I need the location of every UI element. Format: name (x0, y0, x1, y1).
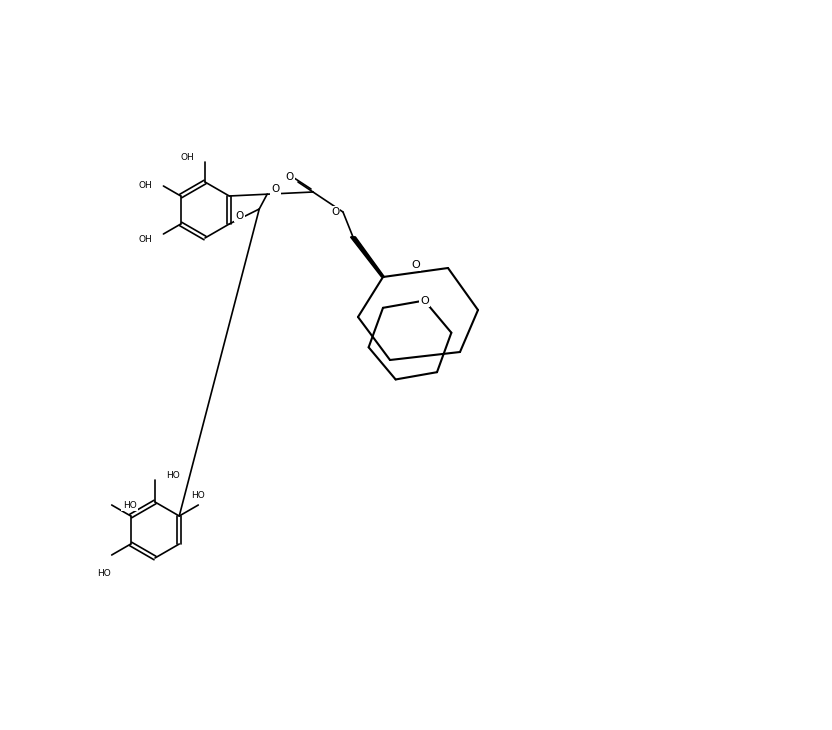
Text: HO: HO (191, 491, 206, 499)
Text: O: O (411, 259, 420, 269)
Polygon shape (350, 237, 384, 277)
Text: O: O (420, 296, 428, 306)
Text: OH: OH (139, 182, 152, 191)
Text: O: O (286, 172, 295, 182)
Text: O: O (271, 184, 280, 194)
Text: O: O (235, 211, 244, 221)
Text: OH: OH (139, 234, 152, 244)
Text: HO: HO (166, 471, 180, 480)
Text: HO: HO (97, 569, 111, 577)
Text: OH: OH (180, 153, 194, 161)
Text: O: O (331, 207, 339, 217)
Text: HO: HO (123, 501, 136, 510)
